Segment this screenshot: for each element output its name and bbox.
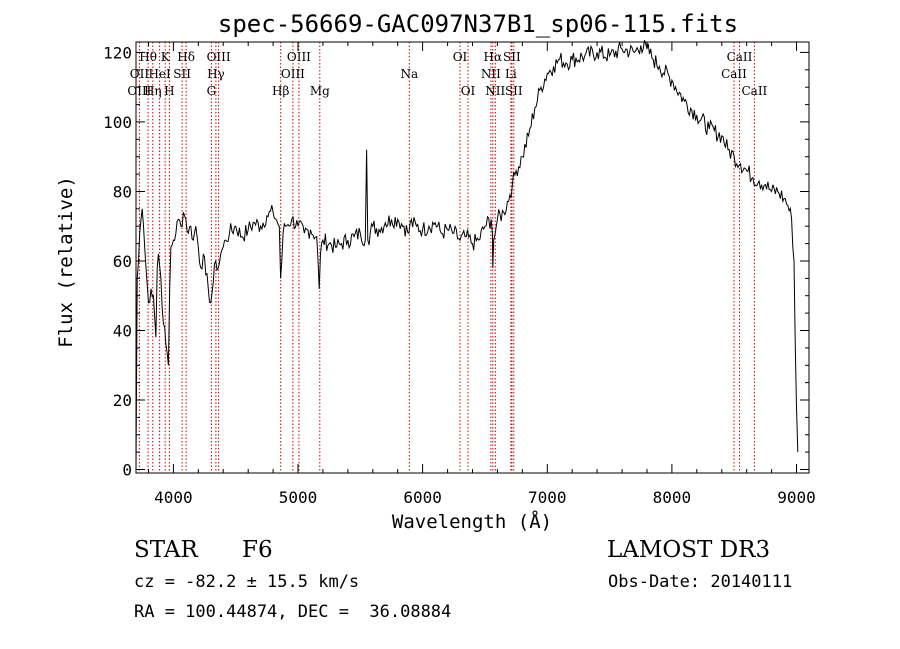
emission-line-label: CaII <box>727 50 753 64</box>
emission-line-label: OIII <box>207 50 231 64</box>
emission-line-label: Hγ <box>207 67 225 81</box>
y-tick-label: 40 <box>113 322 132 341</box>
emission-line-label: Li <box>505 67 517 81</box>
x-tick-label: 5000 <box>279 488 318 507</box>
plot-frame <box>135 41 810 474</box>
emission-line-label: K <box>161 50 171 64</box>
y-axis: 0 20 40 60 80 100 120 <box>103 43 809 480</box>
emission-line-label: Na <box>400 67 418 81</box>
emission-line-label: CaII <box>721 67 747 81</box>
coordinates: RA = 100.44874, DEC = 36.08884 <box>134 602 452 622</box>
emission-line-label: CaII <box>741 84 767 98</box>
emission-line-markers <box>138 42 755 473</box>
emission-line-label: Hθ <box>139 50 157 64</box>
emission-line-label: G <box>207 84 217 98</box>
y-tick-label: 80 <box>113 183 132 202</box>
x-tick-label: 6000 <box>403 488 442 507</box>
emission-line-label: NII <box>485 84 505 98</box>
x-tick-label: 7000 <box>528 488 567 507</box>
x-tick-label: 4000 <box>154 488 193 507</box>
emission-line-label: Hη <box>144 84 162 98</box>
chart-title: spec-56669-GAC097N37B1_sp06-115.fits <box>218 10 738 38</box>
survey-name: LAMOST DR3 <box>607 537 771 563</box>
y-axis-label: Flux (relative) <box>55 176 77 348</box>
emission-line-label: NII <box>481 67 501 81</box>
emission-line-label: Mg <box>310 84 330 98</box>
x-tick-label: 9000 <box>777 488 816 507</box>
emission-line-label: Hδ <box>177 50 195 64</box>
y-tick-label: 120 <box>103 43 132 62</box>
emission-line-label: SII <box>173 67 191 81</box>
spectrum-line <box>135 40 799 470</box>
emission-line-label: OIII <box>287 50 311 64</box>
y-tick-label: 60 <box>113 252 132 271</box>
emission-line-label: SII <box>505 84 523 98</box>
emission-line-label: H <box>164 84 174 98</box>
emission-line-label: HeI <box>148 67 171 81</box>
y-tick-label: 20 <box>113 391 132 410</box>
emission-line-labels: Hθ OII OIII K HeI Hη SII H Hδ OIII Hγ G Hβ OIII OIII Mg… <box>127 50 767 98</box>
observation-date: Obs-Date: 20140111 <box>608 572 793 592</box>
emission-line-label: OIII <box>127 84 151 98</box>
x-axis-label: Wavelength (Å) <box>392 510 552 533</box>
emission-line-label: OI <box>453 50 468 64</box>
x-axis: 4000 5000 6000 7000 8000 9000 <box>148 42 816 507</box>
emission-line-label: OI <box>461 84 476 98</box>
y-tick-label: 0 <box>122 461 132 480</box>
x-tick-label: 8000 <box>653 488 692 507</box>
emission-line-label: OIII <box>281 67 305 81</box>
y-tick-label: 100 <box>103 113 132 132</box>
emission-line-label: Hα <box>484 50 503 64</box>
object-subclass: F6 <box>242 537 273 563</box>
emission-line-label: SII <box>503 50 521 64</box>
redshift-cz: cz = -82.2 ± 15.5 km/s <box>134 572 360 592</box>
emission-line-label: OII <box>130 67 150 81</box>
object-class: STAR <box>134 537 198 563</box>
emission-line-label: Hβ <box>272 84 289 98</box>
